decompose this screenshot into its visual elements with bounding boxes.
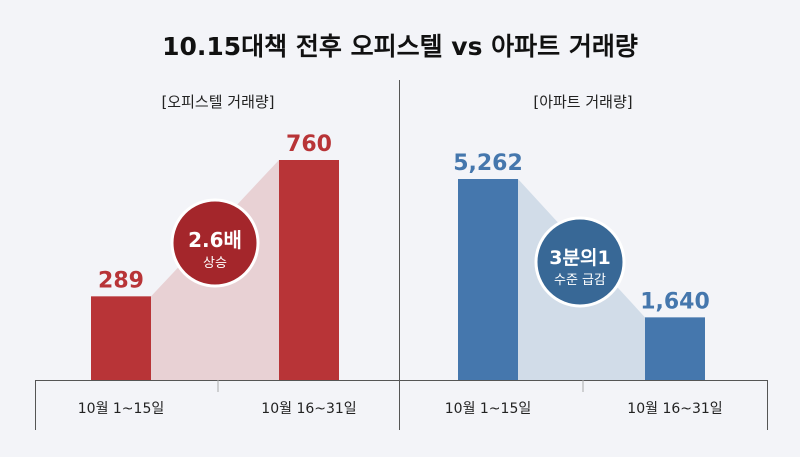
data-label-officetel-oct-16-31: 760 xyxy=(286,132,332,157)
apartment-axis xyxy=(400,380,768,430)
bar-apartment-oct-16-31 xyxy=(645,317,705,380)
data-label-apartment-oct-16-31: 1,640 xyxy=(640,289,710,314)
apartment-badge-line2: 수준 급감 xyxy=(554,273,606,288)
bar-officetel-oct-16-31 xyxy=(279,160,339,380)
apartment-chart: [아파트 거래량] 5,262 1,640 3분의1 수준 급감 10월 1~1… xyxy=(400,93,768,430)
officetel-badge-line1: 2.6배 xyxy=(188,228,242,252)
apartment-badge-line1: 3분의1 xyxy=(549,247,610,269)
officetel-chart-title: [오피스텔 거래량] xyxy=(161,93,274,111)
bar-officetel-oct-1-15 xyxy=(91,296,151,380)
x-tick-officetel-oct-16-31: 10월 16~31일 xyxy=(261,401,356,417)
apartment-badge: 3분의1 수준 급감 xyxy=(534,216,626,308)
main-title: 10.15대책 전후 오피스텔 vs 아파트 거래량 xyxy=(162,32,638,61)
officetel-axis xyxy=(35,380,399,430)
bar-apartment-oct-1-15 xyxy=(458,179,518,380)
x-tick-apartment-oct-16-31: 10월 16~31일 xyxy=(627,401,722,417)
x-tick-apartment-oct-1-15: 10월 1~15일 xyxy=(445,401,531,417)
x-tick-officetel-oct-1-15: 10월 1~15일 xyxy=(78,401,164,417)
data-label-officetel-oct-1-15: 289 xyxy=(98,268,144,293)
officetel-badge: 2.6배 상승 xyxy=(170,198,260,288)
officetel-chart: [오피스텔 거래량] 289 760 2.6배 상승 10월 1~15일 10월… xyxy=(35,93,399,430)
apartment-chart-title: [아파트 거래량] xyxy=(533,93,632,111)
data-label-apartment-oct-1-15: 5,262 xyxy=(453,151,523,176)
officetel-badge-line2: 상승 xyxy=(203,256,227,271)
